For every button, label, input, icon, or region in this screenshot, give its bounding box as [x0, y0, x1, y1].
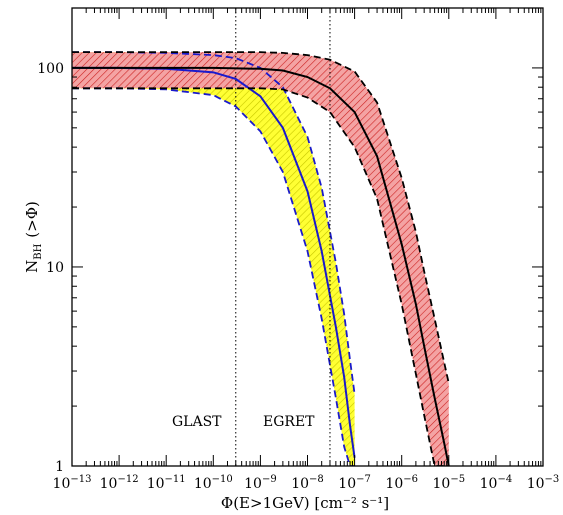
- series-0-band: [72, 52, 355, 466]
- series-0-lower-bound: [72, 87, 355, 466]
- x-tick-label: 10−9: [244, 474, 277, 492]
- series-1-line: [72, 66, 450, 466]
- x-tick-label: 10−13: [53, 474, 92, 492]
- x-tick-label: 10−3: [527, 474, 560, 492]
- x-tick-label: 10−11: [147, 474, 186, 492]
- y-tick-label: 10: [46, 260, 64, 276]
- y-axis-title-tail: (>Φ): [23, 201, 41, 238]
- x-tick-label: 10−6: [385, 474, 418, 492]
- x-tick-label: 10−4: [480, 474, 513, 492]
- x-tick-label: 10−8: [291, 474, 324, 492]
- x-tick-label: 10−10: [194, 474, 233, 492]
- y-axis-title: NBH (>Φ): [23, 201, 44, 273]
- y-axis-title-main: N: [23, 260, 41, 273]
- egret-label: EGRET: [263, 414, 315, 430]
- x-tick-label: 10−12: [100, 474, 139, 492]
- series-1-lower-bound: [72, 87, 449, 466]
- glast-label: GLAST: [172, 414, 222, 430]
- x-tick-label: 10−5: [433, 474, 466, 492]
- y-tick-label: 1: [55, 459, 64, 475]
- y-tick-label: 100: [37, 61, 64, 77]
- series-1-upper-bound: [72, 51, 450, 384]
- x-axis-title: Φ(E>1GeV) [cm⁻² s⁻¹]: [221, 494, 389, 512]
- x-tick-label: 10−7: [338, 474, 371, 492]
- y-axis-title-sub: BH: [33, 243, 44, 259]
